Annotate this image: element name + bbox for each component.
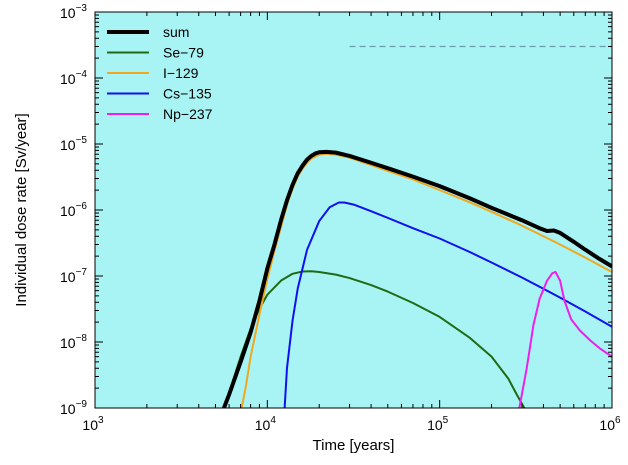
y-tick-exponent: −9 [76, 399, 88, 410]
legend: sum Se−79 I−129 Cs−135 Np−237 [107, 24, 213, 122]
x-tick-exponent: 5 [443, 415, 449, 426]
y-tick-label: 10−7 [60, 267, 87, 285]
y-tick-base: 10 [60, 401, 76, 417]
x-tick-base: 10 [599, 417, 615, 433]
y-tick-exponent: −8 [76, 333, 88, 344]
y-tick-base: 10 [60, 269, 76, 285]
y-tick-exponent: −6 [76, 201, 88, 212]
legend-label-cs-135: Cs−135 [163, 86, 212, 102]
series-group [221, 149, 612, 408]
x-tick-label: 106 [599, 415, 621, 433]
legend-label-sum: sum [163, 24, 189, 40]
y-tick-base: 10 [60, 71, 76, 87]
x-tick-label: 105 [427, 415, 449, 433]
y-tick-label: 10−3 [60, 3, 87, 21]
y-tick-exponent: −3 [76, 3, 88, 14]
series-line-sum [221, 149, 612, 408]
x-tick-exponent: 6 [615, 415, 621, 426]
x-tick-label: 103 [82, 415, 104, 433]
y-axis-label: Individual dose rate [Sv/year] [13, 113, 30, 306]
y-tick-label: 10−6 [60, 201, 87, 219]
x-tick-label: 104 [255, 415, 277, 433]
plot-area [94, 11, 613, 409]
y-tick-exponent: −7 [76, 267, 88, 278]
x-tick-base: 10 [427, 417, 443, 433]
x-axis-label: Time [years] [313, 437, 395, 454]
y-tick-base: 10 [60, 203, 76, 219]
x-tick-base: 10 [255, 417, 271, 433]
x-tick-exponent: 4 [270, 415, 276, 426]
series-line-np-237 [518, 270, 612, 408]
y-tick-exponent: −4 [76, 69, 88, 80]
axis-ticks [94, 11, 613, 409]
y-tick-label: 10−4 [60, 69, 87, 87]
y-tick-base: 10 [60, 5, 76, 21]
y-tick-base: 10 [60, 137, 76, 153]
legend-label-se-79: Se−79 [163, 45, 204, 61]
legend-label-np-237: Np−237 [163, 106, 213, 122]
y-tick-label: 10−9 [60, 399, 87, 417]
series-line-i-129 [240, 152, 612, 408]
y-tick-exponent: −5 [76, 135, 88, 146]
y-tick-label: 10−5 [60, 135, 87, 153]
x-tick-exponent: 3 [98, 415, 104, 426]
legend-label-i-129: I−129 [163, 65, 199, 81]
y-tick-base: 10 [60, 335, 76, 351]
series-line-cs-135 [283, 201, 612, 408]
y-tick-label: 10−8 [60, 333, 87, 351]
x-tick-base: 10 [82, 417, 98, 433]
